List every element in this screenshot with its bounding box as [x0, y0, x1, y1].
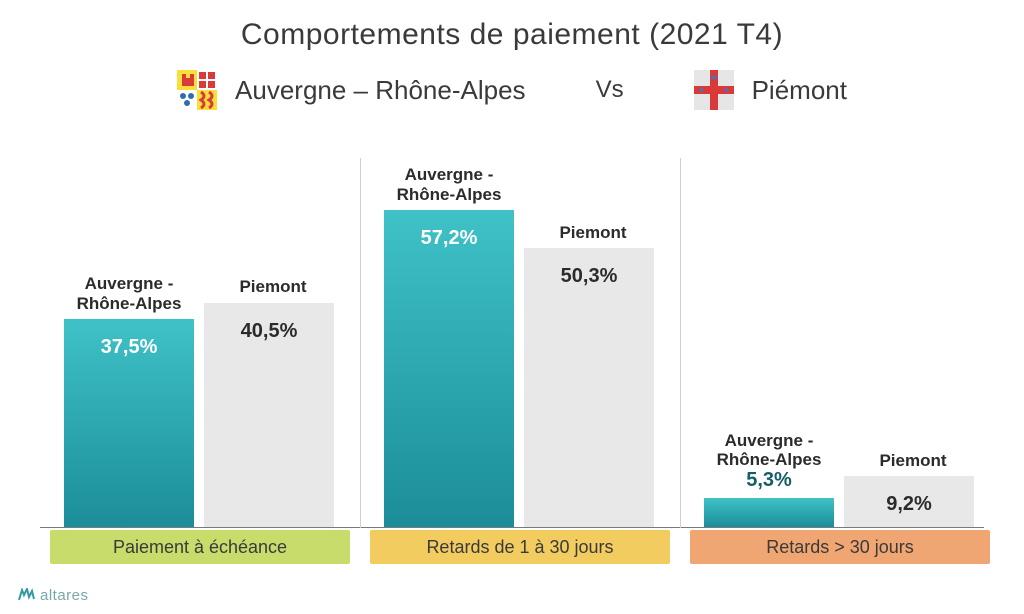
- group-divider: [680, 158, 681, 528]
- bar-region-label: Auvergne - Rhône-Alpes: [54, 274, 204, 319]
- bar-auvergne: 5,3%Auvergne - Rhône-Alpes: [704, 498, 834, 527]
- chart-baseline: [40, 527, 984, 528]
- auvergne-rhone-alpes-flag-icon: [177, 70, 217, 110]
- bar-fill: [524, 248, 654, 527]
- bar-region-label: Auvergne - Rhône-Alpes: [374, 165, 524, 210]
- category-label: Retards > 30 jours: [690, 530, 990, 564]
- bars: 57,2%Auvergne - Rhône-Alpes50,3%Piemont: [370, 167, 670, 527]
- vs-label: Vs: [566, 76, 654, 104]
- subtitle-row: Auvergne – Rhône-Alpes Vs Piémont: [0, 70, 1024, 110]
- bar-region-label: Piemont: [838, 451, 988, 477]
- bars: 5,3%Auvergne - Rhône-Alpes9,2%Piemont: [690, 167, 990, 527]
- bar-fill: [704, 498, 834, 527]
- bar-region-label: Piemont: [518, 223, 668, 249]
- region-a-label: Auvergne – Rhône-Alpes: [235, 75, 526, 106]
- watermark: altares: [18, 587, 89, 604]
- bars: 37,5%Auvergne - Rhône-Alpes40,5%Piemont: [50, 167, 350, 527]
- bar-piemont: 50,3%Piemont: [524, 248, 654, 527]
- bar-auvergne: 37,5%Auvergne - Rhône-Alpes: [64, 319, 194, 527]
- bar-piemont: 9,2%Piemont: [844, 476, 974, 527]
- bar-fill: [384, 210, 514, 527]
- category-label: Retards de 1 à 30 jours: [370, 530, 670, 564]
- bar-value: 57,2%: [384, 227, 514, 250]
- bar-piemont: 40,5%Piemont: [204, 303, 334, 527]
- bar-chart: Paiement à échéance37,5%Auvergne - Rhône…: [40, 134, 984, 564]
- group-divider: [360, 158, 361, 528]
- region-a-block: Auvergne – Rhône-Alpes: [177, 70, 526, 110]
- bar-value: 9,2%: [844, 493, 974, 516]
- bar-region-label: Piemont: [198, 277, 348, 303]
- page-title: Comportements de paiement (2021 T4): [0, 0, 1024, 52]
- bar-value: 37,5%: [64, 336, 194, 359]
- bar-value: 50,3%: [524, 265, 654, 288]
- bar-region-label: Auvergne - Rhône-Alpes: [694, 431, 844, 498]
- category-label: Paiement à échéance: [50, 530, 350, 564]
- bar-auvergne: 57,2%Auvergne - Rhône-Alpes: [384, 210, 514, 527]
- region-b-label: Piémont: [752, 75, 847, 106]
- region-b-block: Piémont: [694, 70, 847, 110]
- bar-value: 40,5%: [204, 320, 334, 343]
- piemont-flag-icon: [694, 70, 734, 110]
